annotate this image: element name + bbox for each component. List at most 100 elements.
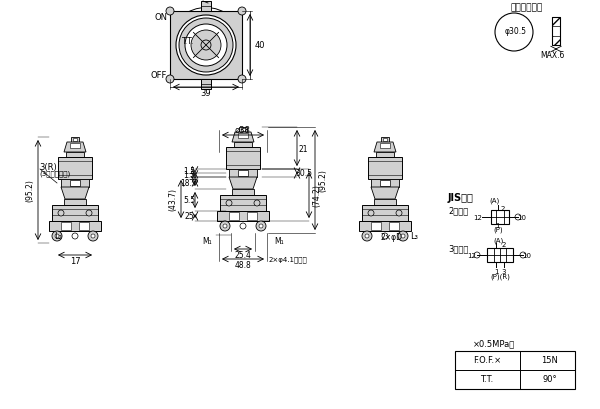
- Circle shape: [72, 234, 78, 239]
- Bar: [552, 18, 560, 46]
- Text: JIS記号: JIS記号: [448, 193, 474, 202]
- Text: M₁: M₁: [202, 237, 212, 246]
- Bar: [241, 129, 245, 132]
- Bar: [371, 180, 399, 188]
- Circle shape: [223, 225, 227, 229]
- Circle shape: [52, 231, 62, 241]
- Circle shape: [201, 41, 211, 51]
- Text: 25: 25: [184, 212, 194, 221]
- Text: 25.4: 25.4: [235, 251, 251, 260]
- Bar: [491, 211, 509, 225]
- Text: 18.7: 18.7: [181, 179, 197, 188]
- Polygon shape: [371, 188, 399, 200]
- Text: MAX.6: MAX.6: [540, 50, 564, 59]
- Bar: [61, 222, 71, 230]
- Text: 1: 1: [494, 268, 498, 274]
- Text: 17: 17: [70, 257, 80, 266]
- Bar: [383, 139, 387, 142]
- Bar: [238, 134, 248, 139]
- Bar: [170, 12, 242, 80]
- Bar: [376, 153, 394, 157]
- Bar: [49, 221, 101, 231]
- Circle shape: [382, 234, 388, 239]
- Text: 3: 3: [188, 173, 193, 182]
- Text: 3ポート: 3ポート: [448, 244, 469, 253]
- Bar: [381, 138, 389, 143]
- Text: (3ポートのみ): (3ポートのみ): [39, 170, 70, 177]
- Bar: [61, 180, 89, 188]
- Bar: [374, 200, 396, 205]
- Circle shape: [185, 25, 227, 67]
- Bar: [201, 2, 211, 12]
- Circle shape: [238, 8, 246, 16]
- Circle shape: [365, 234, 369, 238]
- Circle shape: [220, 221, 230, 231]
- Text: (A): (A): [493, 237, 503, 244]
- Bar: [552, 18, 560, 27]
- Circle shape: [368, 211, 374, 216]
- Text: (74.2): (74.2): [313, 184, 322, 207]
- Text: (A): (A): [489, 197, 499, 204]
- Circle shape: [495, 14, 533, 52]
- Text: 10: 10: [517, 214, 527, 220]
- Bar: [239, 128, 247, 133]
- Bar: [73, 139, 77, 142]
- Circle shape: [166, 76, 174, 84]
- Circle shape: [166, 8, 174, 16]
- Text: 5.5: 5.5: [183, 196, 195, 205]
- Text: (95.2): (95.2): [26, 179, 35, 202]
- Circle shape: [179, 19, 233, 73]
- Bar: [70, 180, 80, 187]
- Text: 1: 1: [495, 222, 499, 229]
- Text: 39: 39: [200, 89, 211, 98]
- Bar: [368, 157, 402, 180]
- Text: (43.7): (43.7): [169, 188, 178, 211]
- Bar: [238, 171, 248, 177]
- Text: パネル取付穴: パネル取付穴: [511, 4, 543, 12]
- Circle shape: [238, 76, 246, 84]
- Bar: [71, 138, 79, 143]
- Text: 2×φD: 2×φD: [380, 233, 402, 242]
- Circle shape: [401, 234, 405, 238]
- Text: 2: 2: [501, 205, 505, 211]
- Text: OFF: OFF: [151, 70, 167, 79]
- Circle shape: [396, 211, 402, 216]
- Circle shape: [191, 31, 221, 61]
- Bar: [229, 213, 239, 220]
- Text: 12: 12: [473, 214, 482, 220]
- Circle shape: [58, 211, 64, 216]
- Text: 30.5: 30.5: [296, 169, 313, 178]
- Bar: [201, 80, 211, 90]
- Text: ø38: ø38: [235, 125, 251, 134]
- Circle shape: [176, 16, 236, 76]
- Text: ×0.5MPa時: ×0.5MPa時: [473, 339, 515, 348]
- Text: L₃: L₃: [410, 232, 418, 241]
- Bar: [389, 222, 399, 230]
- Polygon shape: [232, 133, 254, 143]
- Text: 40: 40: [255, 41, 265, 50]
- Text: 2×φ4.1取付穴: 2×φ4.1取付穴: [269, 256, 308, 263]
- Text: 1.5: 1.5: [183, 171, 195, 180]
- Polygon shape: [64, 143, 86, 153]
- Circle shape: [88, 231, 98, 241]
- Text: L₂: L₂: [54, 232, 62, 241]
- Bar: [220, 196, 266, 211]
- Text: M₁: M₁: [274, 237, 284, 246]
- Circle shape: [256, 221, 266, 231]
- Circle shape: [226, 200, 232, 207]
- Bar: [64, 200, 86, 205]
- Bar: [371, 222, 381, 230]
- Polygon shape: [374, 143, 396, 153]
- Text: (95.2): (95.2): [319, 169, 328, 192]
- Text: T.T.: T.T.: [182, 36, 194, 45]
- Circle shape: [254, 200, 260, 207]
- Text: (P)(R): (P)(R): [490, 273, 510, 280]
- Circle shape: [55, 234, 59, 238]
- Text: T.T.: T.T.: [481, 375, 494, 384]
- Circle shape: [398, 231, 408, 241]
- Text: 10: 10: [523, 252, 532, 258]
- Text: 21: 21: [298, 144, 308, 153]
- Bar: [232, 189, 254, 196]
- Text: 15N: 15N: [542, 356, 559, 364]
- Polygon shape: [229, 178, 257, 189]
